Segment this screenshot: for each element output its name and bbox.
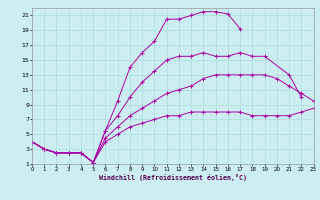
X-axis label: Windchill (Refroidissement éolien,°C): Windchill (Refroidissement éolien,°C) bbox=[99, 174, 247, 181]
